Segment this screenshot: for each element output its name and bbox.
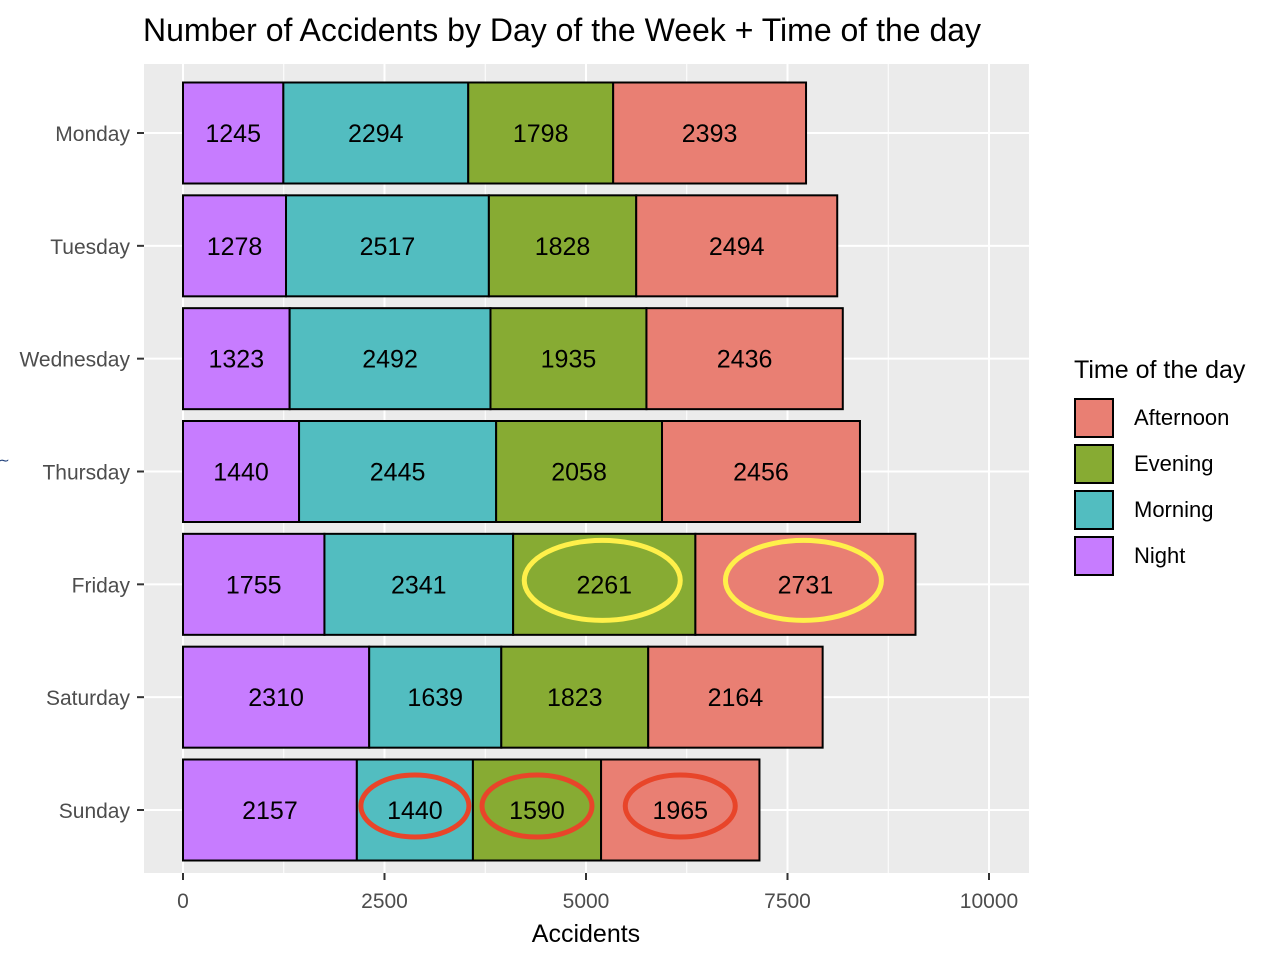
data-label-monday-afternoon: 2393	[682, 120, 738, 148]
annotation-ellipse	[479, 772, 595, 840]
bar-monday-afternoon	[612, 81, 808, 185]
x-tick-label: 5000	[563, 890, 610, 913]
data-label-wednesday-morning: 2492	[362, 346, 418, 374]
x-tick-label: 0	[177, 890, 189, 913]
annotation-ellipses	[358, 537, 884, 840]
bar-thursday-night	[182, 420, 301, 523]
bar-wednesday-afternoon	[645, 307, 844, 411]
data-label-thursday-evening: 2058	[551, 459, 607, 487]
bar-saturday-evening	[500, 645, 650, 749]
y-tick-label: Thursday	[42, 462, 130, 485]
data-label-monday-night: 1245	[205, 120, 261, 148]
data-label-tuesday-evening: 1828	[535, 233, 591, 261]
y-tick-label: Friday	[72, 574, 131, 597]
bar-thursday-evening	[495, 420, 664, 523]
annotation-ellipse	[722, 537, 884, 623]
data-label-friday-morning: 2341	[391, 571, 447, 599]
y-tick-label: Saturday	[46, 687, 131, 710]
bar-tuesday-evening	[487, 194, 638, 298]
data-label-thursday-night: 1440	[213, 459, 269, 487]
bar-friday-morning	[323, 532, 515, 636]
bar-friday-evening	[512, 532, 697, 636]
bar-wednesday-evening	[489, 307, 648, 411]
x-axis-label: Accidents	[532, 920, 640, 948]
chart-title: Number of Accidents by Day of the Week +…	[143, 12, 982, 48]
data-label-tuesday-morning: 2517	[360, 233, 416, 261]
bar-monday-morning	[282, 81, 470, 185]
data-label-saturday-night: 2310	[248, 684, 304, 712]
y-tick-label: Wednesday	[19, 349, 130, 372]
data-label-monday-morning: 2294	[348, 120, 404, 148]
legend-label-morning: Morning	[1134, 497, 1214, 522]
bar-sunday-night	[182, 758, 358, 862]
data-label-friday-evening: 2261	[576, 571, 632, 599]
data-label-saturday-morning: 1639	[407, 684, 463, 712]
bar-tuesday-afternoon	[635, 194, 839, 298]
legend-label-afternoon: Afternoon	[1134, 405, 1230, 430]
stray-mark: ∼	[0, 452, 10, 468]
data-label-sunday-evening: 1590	[509, 797, 565, 825]
bars	[182, 81, 917, 862]
legend-label-night: Night	[1134, 543, 1186, 568]
legend-key-night	[1074, 536, 1114, 576]
legend-item-night: Night	[1074, 533, 1245, 579]
legend-title: Time of the day	[1074, 356, 1246, 384]
data-label-thursday-morning: 2445	[370, 459, 426, 487]
y-tick-label: Monday	[55, 123, 130, 146]
bar-thursday-morning	[298, 420, 498, 523]
bar-thursday-afternoon	[661, 420, 861, 523]
bar-saturday-morning	[368, 645, 503, 749]
data-label-wednesday-evening: 1935	[541, 346, 597, 374]
data-label-sunday-afternoon: 1965	[652, 797, 708, 825]
legend-key-morning	[1074, 490, 1114, 530]
legend-item-morning: Morning	[1074, 487, 1245, 533]
data-label-tuesday-afternoon: 2494	[709, 233, 765, 261]
legend-label-evening: Evening	[1134, 451, 1214, 476]
data-label-saturday-evening: 1823	[547, 684, 603, 712]
bar-monday-evening	[467, 81, 615, 185]
bar-tuesday-morning	[285, 194, 490, 298]
annotation-ellipse	[521, 537, 683, 623]
x-tick-label: 2500	[361, 890, 408, 913]
data-label-sunday-morning: 1440	[387, 797, 443, 825]
bar-saturday-night	[182, 645, 371, 749]
bar-monday-night	[182, 81, 285, 185]
bar-wednesday-morning	[288, 307, 492, 411]
legend-key-afternoon	[1074, 398, 1114, 438]
y-tick-label: Tuesday	[50, 236, 130, 259]
data-label-saturday-afternoon: 2164	[708, 684, 764, 712]
annotation-ellipse	[358, 772, 472, 840]
data-labels: 1245 2294 1798 2393 1278 2517 1828 2494 1323 2492…	[205, 120, 833, 825]
bar-saturday-afternoon	[647, 645, 824, 749]
legend-item-evening: Evening	[1074, 441, 1245, 487]
legend-item-afternoon: Afternoon	[1074, 395, 1245, 441]
data-label-thursday-afternoon: 2456	[733, 459, 789, 487]
bar-tuesday-night	[182, 194, 288, 298]
data-label-tuesday-night: 1278	[207, 233, 263, 261]
legend: Time of the day Afternoon Evening Morning N…	[1074, 356, 1245, 579]
data-label-sunday-night: 2157	[242, 797, 298, 825]
data-label-monday-evening: 1798	[513, 120, 569, 148]
data-label-wednesday-afternoon: 2436	[717, 346, 773, 374]
data-label-wednesday-night: 1323	[209, 346, 265, 374]
data-label-friday-afternoon: 2731	[778, 571, 834, 599]
x-tick-label: 7500	[764, 890, 811, 913]
annotation-ellipse	[622, 772, 738, 840]
legend-key-evening	[1074, 444, 1114, 484]
x-tick-label: 10000	[960, 890, 1018, 913]
axes: Monday Tuesday Wednesday Thursday Friday Satu…	[19, 123, 1018, 913]
y-tick-label: Sunday	[59, 800, 131, 823]
bar-sunday-evening	[471, 758, 603, 862]
data-label-friday-night: 1755	[226, 571, 282, 599]
legend-items: Afternoon Evening Morning Night	[1074, 395, 1245, 579]
